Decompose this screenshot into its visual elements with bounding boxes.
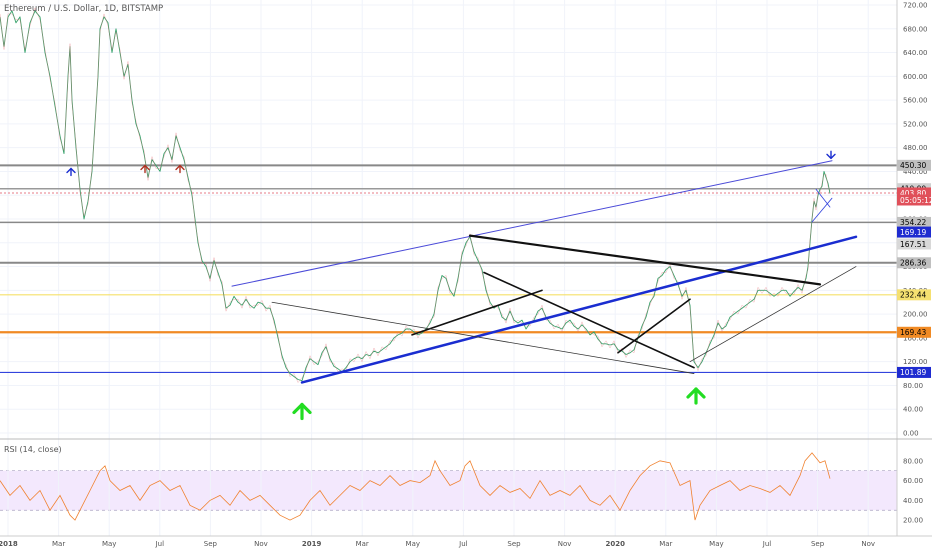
time-tick-label: 2019 bbox=[302, 540, 322, 548]
trendline[interactable] bbox=[811, 197, 833, 223]
price-label-bg bbox=[897, 159, 931, 171]
arrow-up-icon bbox=[292, 402, 312, 421]
price-label: 167.51 bbox=[900, 240, 926, 249]
price-label-bg bbox=[897, 226, 931, 238]
chart-title: Ethereum / U.S. Dollar, 1D, BITSTAMP bbox=[4, 4, 163, 14]
time-tick-label: 2020 bbox=[605, 540, 625, 548]
price-label-bg bbox=[897, 289, 931, 301]
price-label: 286.36 bbox=[900, 259, 926, 268]
price-tick-label: 480.00 bbox=[903, 144, 928, 152]
price-label: 05:05:12 bbox=[900, 196, 932, 205]
time-tick-label: May bbox=[102, 540, 116, 548]
time-tick-label: Sep bbox=[204, 540, 218, 548]
price-tick-label: 440.00 bbox=[903, 168, 928, 176]
arrow-up-icon bbox=[686, 387, 706, 405]
price-tick-label: 600.00 bbox=[903, 73, 928, 81]
arrow-up-icon bbox=[140, 164, 150, 174]
time-tick-label: Jul bbox=[762, 540, 772, 548]
price-tick-label: 520.00 bbox=[903, 120, 928, 128]
rsi-axis[interactable]: 80.00 60.00 40.00 20.00 bbox=[903, 457, 923, 524]
trendline[interactable] bbox=[689, 266, 857, 363]
price-tick-label: 640.00 bbox=[903, 49, 928, 57]
price-label: 403.80 bbox=[900, 189, 926, 198]
time-tick-label: Mar bbox=[52, 540, 65, 548]
time-tick-label: Jul bbox=[155, 540, 165, 548]
trendline[interactable] bbox=[411, 289, 543, 336]
rsi-tick-label: 60.00 bbox=[903, 477, 923, 485]
rsi-tick-label: 80.00 bbox=[903, 457, 923, 465]
price-label-bg bbox=[897, 257, 931, 269]
price-tick-label: 720.00 bbox=[903, 2, 928, 10]
price-tick-label: 80.00 bbox=[903, 382, 923, 390]
price-label: 450.30 bbox=[900, 161, 926, 170]
price-label-bg bbox=[897, 366, 931, 378]
price-label-bg bbox=[897, 194, 931, 206]
time-tick-label: 2018 bbox=[0, 540, 18, 548]
price-label: 232.44 bbox=[900, 291, 926, 300]
price-tick-label: 120.00 bbox=[903, 358, 928, 366]
time-tick-label: May bbox=[709, 540, 723, 548]
trendline[interactable] bbox=[468, 234, 822, 286]
time-tick-label: Jul bbox=[458, 540, 468, 548]
price-tick-label: 680.00 bbox=[903, 25, 928, 33]
time-tick-label: Nov bbox=[558, 540, 572, 548]
time-tick-label: Nov bbox=[861, 540, 875, 548]
time-tick-label: May bbox=[406, 540, 420, 548]
time-tick-label: Nov bbox=[254, 540, 268, 548]
price-label: 169.43 bbox=[900, 328, 926, 337]
arrow-up-icon bbox=[66, 167, 76, 177]
trendline[interactable] bbox=[231, 160, 833, 287]
price-tick-label: 40.00 bbox=[903, 406, 923, 414]
time-tick-label: Mar bbox=[356, 540, 369, 548]
arrow-down-icon bbox=[826, 150, 836, 160]
price-label-bg bbox=[897, 326, 931, 338]
rsi-tick-label: 20.00 bbox=[903, 517, 923, 525]
trendline[interactable] bbox=[271, 301, 695, 374]
price-label: 354.22 bbox=[900, 218, 926, 227]
price-tick-label: 160.00 bbox=[903, 334, 928, 342]
trendline[interactable] bbox=[483, 271, 695, 369]
time-tick-label: Sep bbox=[507, 540, 521, 548]
price-label: 101.89 bbox=[900, 368, 926, 377]
price-tick-label: 200.00 bbox=[903, 311, 928, 319]
trendline[interactable] bbox=[617, 298, 691, 354]
time-tick-label: Sep bbox=[811, 540, 825, 548]
price-series-shadow bbox=[0, 7, 831, 383]
arrow-up-icon bbox=[175, 164, 185, 174]
price-label: 169.19 bbox=[900, 228, 926, 237]
price-label-bg bbox=[897, 187, 931, 199]
rsi-series-line[interactable] bbox=[0, 452, 831, 521]
price-tick-label: 560.00 bbox=[903, 97, 928, 105]
rsi-band bbox=[0, 470, 897, 511]
price-tick-label: 0.00 bbox=[903, 430, 919, 438]
price-series-line[interactable] bbox=[0, 10, 831, 382]
time-axis[interactable]: 2018 Mar May Jul Sep Nov 2019 Mar May Jul Sep Nov 20… bbox=[0, 540, 875, 548]
trendline[interactable] bbox=[300, 235, 858, 384]
trendline[interactable] bbox=[815, 188, 831, 208]
indicator-title: RSI (14, close) bbox=[4, 445, 62, 454]
rsi-tick-label: 40.00 bbox=[903, 497, 923, 505]
price-label-bg bbox=[897, 216, 931, 228]
time-tick-label: Mar bbox=[659, 540, 672, 548]
price-label-bg bbox=[897, 238, 931, 250]
